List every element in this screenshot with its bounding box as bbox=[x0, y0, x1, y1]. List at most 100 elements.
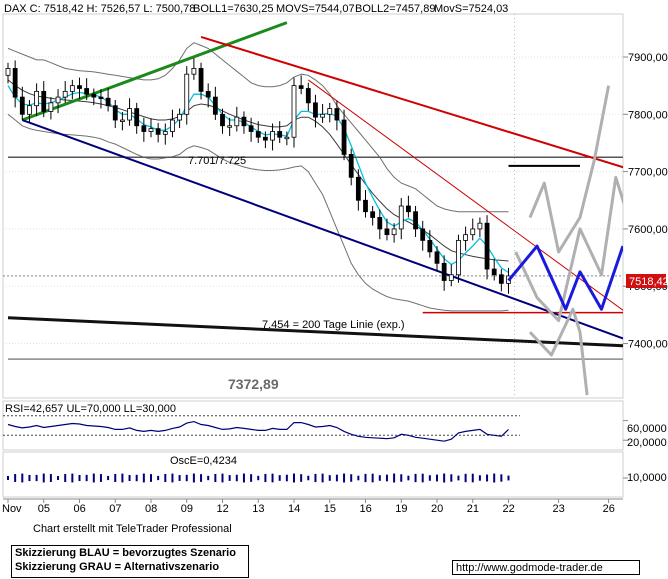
x-tick-label-9: 15 bbox=[324, 503, 336, 515]
candle-body-25 bbox=[184, 73, 190, 115]
candle-body-52 bbox=[377, 217, 383, 230]
candle-body-58 bbox=[420, 228, 426, 241]
candle-body-69 bbox=[498, 274, 504, 284]
osc-tick: 10,0000 bbox=[627, 472, 667, 484]
x-tick-label-4: 08 bbox=[145, 503, 157, 515]
candle-body-49 bbox=[355, 176, 361, 201]
trendline-navy bbox=[21, 119, 623, 340]
scenario-grey-a bbox=[514, 175, 623, 323]
candle-body-26 bbox=[191, 68, 197, 75]
rsi-plot bbox=[3, 415, 628, 442]
candle-body-10 bbox=[77, 85, 82, 89]
x-tick-label-8: 14 bbox=[288, 503, 300, 515]
candle-body-1 bbox=[12, 68, 18, 98]
x-tick-label-1: 05 bbox=[38, 503, 50, 515]
candle-body-38 bbox=[277, 131, 283, 138]
level-7454-label: 7.454 = 200 Tage Linie (exp.) bbox=[262, 319, 405, 331]
x-tick-label-15: 23 bbox=[553, 503, 565, 515]
current-price-tag bbox=[626, 274, 666, 288]
x-tick-label-11: 19 bbox=[395, 503, 407, 515]
candle-body-40 bbox=[291, 85, 297, 138]
rsi-panel-frame bbox=[2, 400, 624, 451]
header-boll2: BOLL2=7457,89 bbox=[355, 3, 435, 15]
candle-body-7 bbox=[55, 96, 61, 104]
rsi-line bbox=[7, 420, 509, 442]
candle-body-35 bbox=[255, 131, 261, 138]
rsi-tick-60: 60,0000 bbox=[627, 423, 667, 435]
y-tick-label-7800: 7800,00 bbox=[628, 109, 668, 121]
y-tick-label-7700: 7700,00 bbox=[628, 167, 668, 179]
trendline-red-upper bbox=[200, 35, 623, 169]
x-tick-label-14: 22 bbox=[503, 503, 515, 515]
scenario-grey-b bbox=[528, 85, 611, 254]
date-axis: Nov 05 06 07 08 09 12 13 14 15 16 19 20 21 22 23 26 bbox=[2, 498, 623, 515]
bollinger-upper bbox=[7, 42, 509, 213]
candle-body-5 bbox=[41, 90, 47, 112]
candle-body-61 bbox=[441, 262, 447, 281]
header-movs2: MovS=7524,03 bbox=[434, 3, 508, 15]
current-price-tag-text: 7518,42 bbox=[629, 276, 668, 288]
candle-body-11 bbox=[84, 88, 90, 95]
candle-body-68 bbox=[491, 268, 497, 276]
candle-body-22 bbox=[162, 131, 168, 135]
candle-body-54 bbox=[391, 228, 397, 236]
candle-body-15 bbox=[112, 105, 118, 121]
candle-body-30 bbox=[220, 113, 225, 127]
candle-body-36 bbox=[262, 136, 268, 141]
legend-grey: Skizzierung GRAU = Alternativszenario bbox=[15, 561, 220, 573]
candle-body-3 bbox=[27, 105, 32, 115]
trendline-black bbox=[7, 316, 623, 348]
candle-body-45 bbox=[327, 108, 333, 115]
candle-body-34 bbox=[248, 125, 254, 132]
candle-body-44 bbox=[320, 113, 326, 118]
candle-body-8 bbox=[62, 90, 68, 98]
rsi-label: RSI=42,657 UL=70,000 LL=30,000 bbox=[5, 403, 176, 415]
candle-body-23 bbox=[170, 119, 175, 132]
candle-body-59 bbox=[427, 239, 433, 253]
candle-body-57 bbox=[413, 211, 418, 230]
candle-body-27 bbox=[198, 68, 204, 92]
candle-body-13 bbox=[98, 96, 104, 100]
osc-plot bbox=[7, 473, 628, 483]
header-main: DAX C: 7518,42 H: 7526,57 L: 7500,78 bbox=[4, 3, 195, 15]
source-url[interactable]: http://www.godmode-trader.de bbox=[452, 560, 640, 575]
candle-body-37 bbox=[270, 131, 275, 141]
candle-body-42 bbox=[305, 88, 311, 104]
x-tick-label-7: 13 bbox=[252, 503, 264, 515]
candle-body-21 bbox=[155, 128, 161, 135]
header-movs: MOVS=7544,07 bbox=[276, 3, 355, 15]
candle-body-9 bbox=[69, 85, 75, 92]
y-tick-label-7600: 7600,00 bbox=[628, 224, 668, 236]
candle-body-18 bbox=[134, 108, 140, 127]
rsi-tick-20: 20,0000 bbox=[627, 437, 667, 449]
trendline-red-thin bbox=[308, 79, 623, 311]
candle-body-0 bbox=[5, 68, 11, 76]
candle-body-66 bbox=[477, 222, 483, 230]
legend-blue: Skizzierung BLAU = bevorzugtes Szenario bbox=[15, 547, 236, 559]
candle-body-32 bbox=[234, 116, 240, 127]
candle-body-67 bbox=[484, 222, 490, 270]
candle-body-17 bbox=[127, 108, 132, 121]
x-tick-label-10: 16 bbox=[360, 503, 372, 515]
candle-body-47 bbox=[341, 119, 347, 155]
x-tick-label-5: 09 bbox=[181, 503, 193, 515]
candle-body-39 bbox=[284, 136, 290, 140]
x-tick-label-13: 21 bbox=[467, 503, 479, 515]
level-7701-label: 7.701/7.725 bbox=[188, 155, 246, 167]
candle-body-48 bbox=[348, 154, 354, 178]
y-tick-label-7900: 7900,00 bbox=[628, 52, 668, 64]
candle-body-65 bbox=[470, 228, 476, 236]
x-tick-label-12: 20 bbox=[431, 503, 443, 515]
bollinger-lower bbox=[7, 113, 509, 312]
main-plot bbox=[3, 14, 623, 398]
candle-body-41 bbox=[298, 85, 304, 89]
chart-credit: Chart erstellt mit TeleTrader Profession… bbox=[33, 523, 232, 535]
candle-body-33 bbox=[241, 116, 247, 127]
candle-body-29 bbox=[212, 96, 218, 115]
candle-body-16 bbox=[120, 119, 125, 122]
x-tick-label-6: 12 bbox=[217, 503, 229, 515]
x-tick-label-3: 07 bbox=[109, 503, 121, 515]
candle-body-62 bbox=[448, 274, 454, 281]
candle-body-28 bbox=[205, 90, 211, 98]
